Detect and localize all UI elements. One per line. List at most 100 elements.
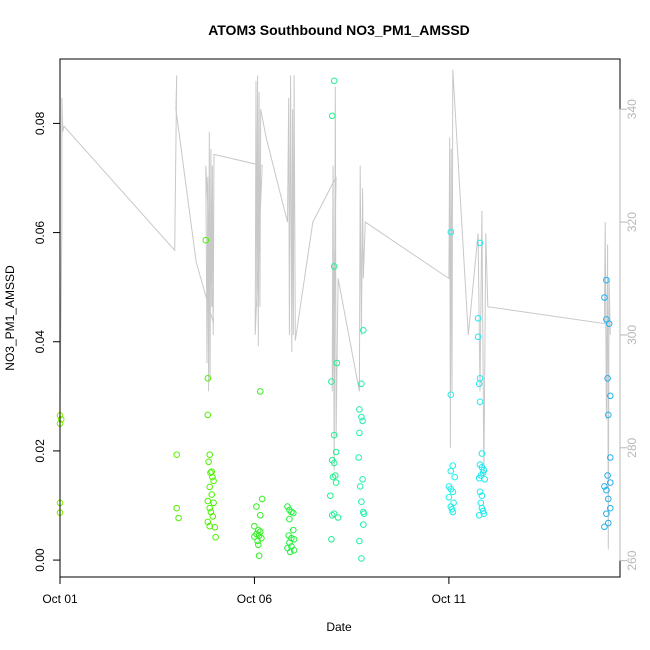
data-point (205, 458, 212, 466)
data-point (605, 495, 612, 503)
data-point (601, 523, 608, 531)
data-point (173, 451, 180, 459)
y-tick-label: 0.04 (33, 330, 47, 354)
data-point (208, 491, 215, 498)
data-point (211, 524, 219, 531)
data-point (173, 504, 180, 512)
data-point (251, 533, 258, 540)
data-point (480, 510, 488, 518)
data-point (474, 315, 482, 322)
x-axis-label: Date (326, 620, 352, 634)
data-point (290, 509, 297, 517)
data-point (603, 486, 610, 494)
data-point (290, 536, 298, 543)
line-series (59, 69, 611, 550)
data-point (475, 380, 483, 388)
data-point (254, 537, 261, 545)
series-line (59, 69, 611, 550)
y2-tick-label: 280 (625, 437, 639, 457)
data-point (477, 499, 485, 507)
data-point (478, 492, 486, 500)
data-point (607, 392, 614, 400)
data-point (258, 495, 266, 503)
plot-frame (59, 58, 621, 578)
data-point (206, 504, 213, 512)
y2-tick-label: 320 (625, 212, 639, 232)
data-point (607, 454, 614, 461)
data-point (356, 406, 363, 413)
data-point (284, 503, 291, 510)
data-point (601, 483, 608, 490)
data-point (327, 492, 334, 500)
data-point (355, 454, 363, 461)
data-point (286, 539, 293, 546)
data-point (204, 411, 212, 419)
data-point (204, 375, 212, 382)
data-point (332, 448, 340, 456)
data-point (251, 522, 258, 530)
data-point (358, 380, 365, 388)
data-point (448, 506, 456, 513)
data-point (603, 276, 610, 284)
data-point (449, 508, 457, 516)
data-point (356, 483, 364, 490)
data-point (445, 494, 453, 501)
data-point (607, 479, 614, 486)
data-point (605, 519, 612, 527)
data-point (202, 236, 210, 244)
data-point (601, 294, 608, 301)
axes: Oct 01 Oct 06 Oct 11 0.00 0.02 0.04 0.06 0.08 26… (33, 99, 639, 606)
data-point (329, 473, 337, 481)
data-point (253, 503, 260, 510)
data-point (257, 388, 264, 395)
data-point (286, 506, 293, 514)
data-point (474, 333, 482, 341)
data-point (358, 413, 365, 421)
data-point (605, 320, 613, 328)
data-point (358, 555, 365, 562)
data-point (360, 510, 368, 518)
y-tick-label: 0.00 (33, 548, 47, 572)
data-point (451, 473, 459, 481)
data-point (607, 504, 614, 512)
x-tick-label: Oct 06 (237, 592, 273, 606)
data-point (175, 514, 182, 522)
data-point (480, 466, 488, 474)
data-point (330, 77, 338, 85)
data-point (360, 327, 367, 334)
data-point (604, 472, 611, 479)
data-point (328, 512, 336, 519)
data-point (450, 499, 457, 507)
data-point (255, 552, 263, 560)
data-point (209, 513, 217, 520)
data-point (449, 488, 457, 496)
data-point (330, 459, 338, 467)
data-point (476, 239, 484, 247)
data-point (286, 515, 293, 523)
data-point (210, 499, 217, 507)
data-point (254, 541, 262, 549)
scatter-points (56, 77, 614, 562)
data-point (206, 483, 213, 491)
y-axis-label: NO3_PM1_AMSSD (3, 265, 17, 371)
data-point (359, 417, 366, 425)
data-point (204, 497, 212, 505)
data-point (479, 507, 487, 515)
data-point (478, 450, 486, 457)
y-tick-label: 0.02 (33, 439, 47, 463)
data-point (290, 547, 298, 554)
data-point (330, 510, 338, 518)
data-point (481, 476, 489, 483)
data-point (333, 359, 341, 367)
data-point (356, 429, 363, 437)
data-point (204, 518, 212, 526)
data-point (328, 112, 336, 120)
data-point (447, 228, 455, 236)
data-point (290, 526, 297, 534)
x-tick-label: Oct 01 (42, 592, 78, 606)
data-point (447, 467, 455, 475)
data-point (356, 537, 363, 545)
data-point (206, 451, 213, 459)
x-tick-label: Oct 11 (432, 592, 467, 606)
